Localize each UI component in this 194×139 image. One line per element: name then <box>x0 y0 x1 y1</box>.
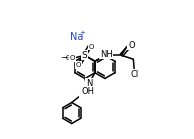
Text: O: O <box>76 62 81 68</box>
Text: OH: OH <box>81 87 94 96</box>
Text: O: O <box>128 41 135 50</box>
Text: O: O <box>89 44 94 50</box>
Text: +: + <box>80 30 86 36</box>
Text: N: N <box>80 89 86 98</box>
Text: −: − <box>63 54 69 59</box>
Text: N: N <box>86 79 92 88</box>
Text: Cl: Cl <box>130 70 139 79</box>
Text: S: S <box>82 51 87 60</box>
Text: O: O <box>69 55 75 61</box>
Text: NH: NH <box>100 50 113 59</box>
Text: Na: Na <box>70 32 83 42</box>
Text: −O–: −O– <box>61 55 75 61</box>
